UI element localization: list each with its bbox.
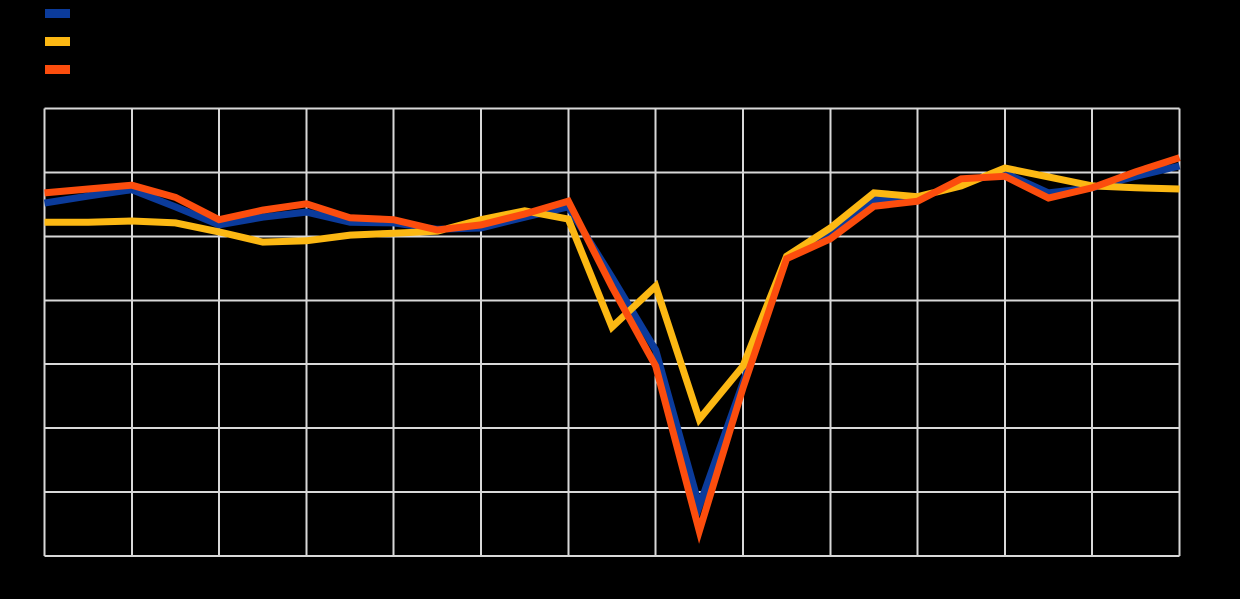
legend-item-1 <box>45 9 80 18</box>
legend-swatch-yellow <box>45 37 70 46</box>
legend-item-2 <box>45 37 80 46</box>
series-orange-line <box>44 154 1181 544</box>
legend <box>45 9 80 93</box>
gridlines <box>43 107 1181 557</box>
series-lines <box>43 154 1181 544</box>
legend-item-3 <box>45 65 80 74</box>
legend-swatch-blue <box>45 9 70 18</box>
legend-swatch-orange <box>45 65 70 74</box>
